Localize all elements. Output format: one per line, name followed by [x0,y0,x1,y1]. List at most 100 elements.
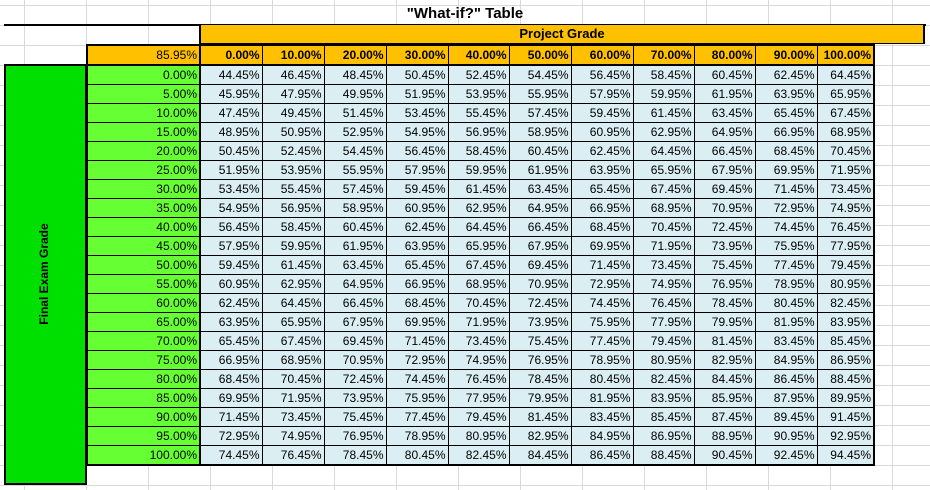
row-header-cell[interactable]: 70.00% [86,331,201,351]
table-cell[interactable]: 77.95% [816,236,875,256]
table-cell[interactable]: 69.95% [385,312,449,332]
table-cell[interactable]: 61.95% [323,236,387,256]
table-cell[interactable]: 47.45% [199,103,263,123]
table-cell[interactable]: 70.45% [261,369,325,389]
table-cell[interactable]: 71.45% [754,179,818,199]
table-cell[interactable]: 52.45% [447,64,510,85]
table-cell[interactable]: 77.95% [447,388,510,408]
table-cell[interactable]: 73.95% [508,312,572,332]
table-cell[interactable]: 78.45% [508,369,572,389]
row-header-cell[interactable]: 80.00% [86,369,201,389]
table-cell[interactable]: 70.45% [447,293,510,313]
table-cell[interactable]: 70.45% [632,217,695,237]
table-cell[interactable]: 92.95% [816,426,875,446]
table-cell[interactable]: 50.45% [199,141,263,161]
table-cell[interactable]: 56.45% [570,64,634,85]
table-cell[interactable]: 71.45% [385,331,449,351]
row-header-cell[interactable]: 95.00% [86,426,201,446]
row-header-cell[interactable]: 85.00% [86,388,201,408]
table-cell[interactable]: 48.45% [323,64,387,85]
table-cell[interactable]: 67.45% [447,255,510,275]
table-cell[interactable]: 72.95% [754,198,818,218]
table-cell[interactable]: 72.95% [385,350,449,370]
table-cell[interactable]: 66.95% [570,198,634,218]
table-cell[interactable]: 78.95% [385,426,449,446]
column-header-cell[interactable]: 100.00% [816,44,875,66]
table-cell[interactable]: 88.45% [816,369,875,389]
table-cell[interactable]: 66.45% [693,141,756,161]
table-cell[interactable]: 70.95% [508,274,572,294]
table-cell[interactable]: 65.45% [754,103,818,123]
table-cell[interactable]: 79.45% [447,407,510,427]
column-header-cell[interactable]: 90.00% [754,44,818,66]
table-cell[interactable]: 80.95% [632,350,695,370]
table-cell[interactable]: 77.45% [754,255,818,275]
table-cell[interactable]: 62.45% [199,293,263,313]
table-cell[interactable]: 89.95% [816,388,875,408]
table-cell[interactable]: 78.45% [693,293,756,313]
table-cell[interactable]: 68.95% [447,274,510,294]
table-cell[interactable]: 50.95% [261,122,325,142]
table-cell[interactable]: 75.45% [508,331,572,351]
table-cell[interactable]: 71.45% [199,407,263,427]
table-cell[interactable]: 75.45% [693,255,756,275]
table-cell[interactable]: 54.45% [323,141,387,161]
table-title[interactable]: "What-if?" Table [406,5,524,22]
row-header-cell[interactable]: 20.00% [86,141,201,161]
table-cell[interactable]: 74.45% [385,369,449,389]
table-cell[interactable]: 64.95% [323,274,387,294]
table-cell[interactable]: 80.45% [570,369,634,389]
table-cell[interactable]: 52.45% [261,141,325,161]
table-cell[interactable]: 68.45% [754,141,818,161]
row-header-cell[interactable]: 100.00% [86,445,201,466]
table-cell[interactable]: 77.45% [385,407,449,427]
table-cell[interactable]: 56.45% [199,217,263,237]
table-cell[interactable]: 63.45% [508,179,572,199]
table-cell[interactable]: 74.95% [632,274,695,294]
row-header-cell[interactable]: 5.00% [86,84,201,104]
table-cell[interactable]: 66.45% [508,217,572,237]
table-cell[interactable]: 86.95% [632,426,695,446]
table-cell[interactable]: 82.45% [447,445,510,466]
table-cell[interactable]: 59.45% [570,103,634,123]
table-cell[interactable]: 49.95% [323,84,387,104]
table-cell[interactable]: 46.45% [261,64,325,85]
table-cell[interactable]: 53.95% [447,84,510,104]
table-cell[interactable]: 56.95% [261,198,325,218]
table-cell[interactable]: 66.45% [323,293,387,313]
table-cell[interactable]: 74.95% [447,350,510,370]
table-cell[interactable]: 55.95% [508,84,572,104]
table-cell[interactable]: 63.95% [199,312,263,332]
table-cell[interactable]: 67.95% [508,236,572,256]
table-cell[interactable]: 54.95% [385,122,449,142]
table-cell[interactable]: 68.45% [199,369,263,389]
row-header-cell[interactable]: 0.00% [86,64,201,85]
table-cell[interactable]: 86.45% [754,369,818,389]
table-cell[interactable]: 48.95% [199,122,263,142]
row-header-cell[interactable]: 40.00% [86,217,201,237]
table-cell[interactable]: 67.95% [693,160,756,180]
table-cell[interactable]: 77.45% [570,331,634,351]
table-cell[interactable]: 54.95% [199,198,263,218]
table-cell[interactable]: 58.95% [323,198,387,218]
column-header-cell[interactable]: 0.00% [199,44,263,66]
table-cell[interactable]: 70.95% [323,350,387,370]
table-cell[interactable]: 85.95% [693,388,756,408]
table-cell[interactable]: 57.45% [508,103,572,123]
table-cell[interactable]: 58.95% [508,122,572,142]
table-cell[interactable]: 73.95% [323,388,387,408]
table-cell[interactable]: 57.95% [385,160,449,180]
table-cell[interactable]: 63.95% [385,236,449,256]
table-cell[interactable]: 65.95% [447,236,510,256]
table-cell[interactable]: 72.95% [570,274,634,294]
table-cell[interactable]: 90.95% [754,426,818,446]
row-header-cell[interactable]: 30.00% [86,179,201,199]
table-cell[interactable]: 75.45% [323,407,387,427]
table-cell[interactable]: 78.95% [570,350,634,370]
table-cell[interactable]: 54.45% [508,64,572,85]
table-cell[interactable]: 60.95% [570,122,634,142]
table-cell[interactable]: 57.45% [323,179,387,199]
table-cell[interactable]: 66.95% [754,122,818,142]
column-header-cell[interactable]: 50.00% [508,44,572,66]
table-cell[interactable]: 55.45% [261,179,325,199]
